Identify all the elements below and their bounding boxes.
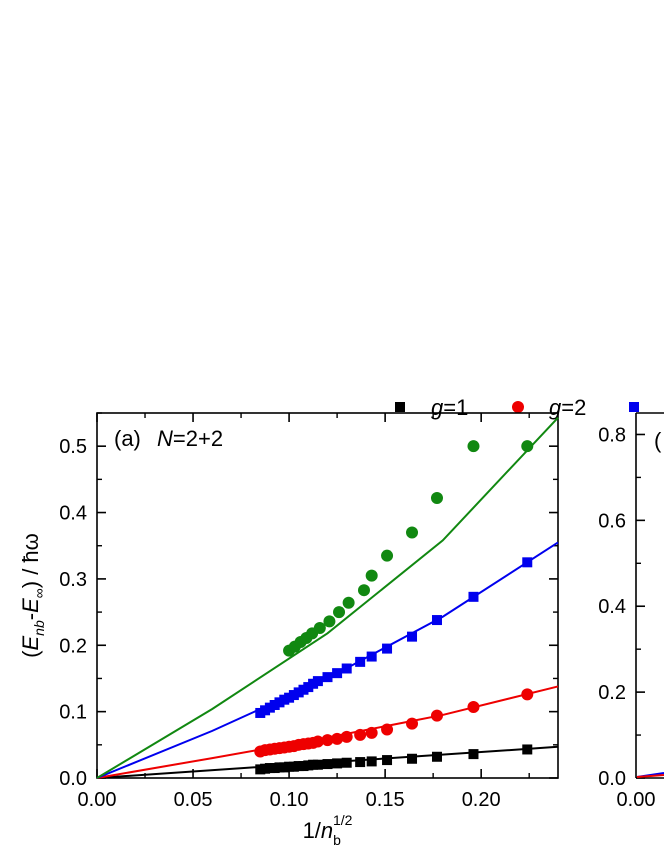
x-label-prefix: 1/ bbox=[303, 818, 322, 843]
panel-b-label: ( bbox=[654, 428, 662, 453]
legend-value: =1 bbox=[443, 395, 468, 420]
x-label-sub: b bbox=[333, 832, 341, 848]
data-point bbox=[354, 728, 367, 741]
data-point bbox=[365, 726, 378, 739]
legend-marker bbox=[512, 401, 524, 413]
x-label-sup: 1/2 bbox=[333, 812, 353, 828]
panel-b-x-tick-label: 0.00 bbox=[617, 789, 656, 811]
y-label-sub2: ∞ bbox=[31, 588, 47, 598]
data-point bbox=[332, 758, 343, 769]
legend-var: g bbox=[549, 395, 562, 420]
panel-label-text: (a) bbox=[114, 426, 141, 451]
x-label-var: n bbox=[321, 818, 333, 843]
data-point bbox=[312, 759, 323, 770]
y-tick-label: 0.4 bbox=[59, 503, 87, 525]
data-point bbox=[430, 491, 443, 504]
data-point bbox=[406, 526, 419, 539]
y-tick-label: 0.1 bbox=[59, 702, 87, 724]
data-point bbox=[340, 730, 353, 743]
data-point bbox=[406, 717, 419, 730]
axis-ticks: 0.00 0.05 0.10 0.15 0.20 0.0 0.1 0.2 0.3 0.4 0.5 bbox=[59, 412, 558, 811]
data-point bbox=[381, 723, 394, 736]
x-tick-label: 0.20 bbox=[462, 789, 501, 811]
data-point bbox=[342, 596, 355, 609]
data-point bbox=[341, 663, 352, 674]
data-point bbox=[313, 622, 326, 635]
legend-label: g=2 bbox=[549, 395, 586, 420]
y-tick-label: 0.3 bbox=[59, 569, 87, 591]
data-point bbox=[468, 591, 479, 602]
y-label-unit: ħω bbox=[18, 533, 43, 562]
data-point bbox=[333, 606, 346, 619]
data-point bbox=[365, 569, 378, 582]
data-point bbox=[312, 676, 323, 687]
panel-title-var: N bbox=[157, 426, 173, 451]
y-label-var2: E bbox=[18, 598, 43, 613]
data-point bbox=[331, 732, 344, 745]
data-point bbox=[522, 557, 533, 568]
data-point bbox=[430, 709, 443, 722]
y-tick-label: 0.2 bbox=[59, 635, 87, 657]
plot-frame bbox=[96, 412, 559, 779]
panel-b-y-tick-label: 0.0 bbox=[598, 768, 626, 790]
y-label-open: ( bbox=[18, 650, 43, 658]
data-point bbox=[407, 753, 418, 764]
data-point bbox=[355, 656, 366, 667]
legend-label: g=1 bbox=[431, 395, 468, 420]
legend: g=1g=2g=3 bbox=[395, 395, 639, 420]
data-point bbox=[311, 735, 324, 748]
data-point bbox=[431, 615, 442, 626]
x-tick-label: 0.05 bbox=[174, 789, 213, 811]
data-point bbox=[468, 749, 479, 760]
y-axis-label: (Enb-E∞) / ħω bbox=[18, 533, 47, 658]
data-point bbox=[323, 615, 336, 628]
data-point bbox=[355, 757, 366, 768]
panel-b-y-tick-label: 0.6 bbox=[598, 510, 626, 532]
x-axis-label: 1/nb 1/2 bbox=[303, 812, 353, 848]
y-label-close: ) / bbox=[18, 563, 43, 589]
data-point bbox=[322, 759, 333, 770]
panel-b-fit-line bbox=[636, 774, 664, 778]
panel-b-y-tick-label: 0.2 bbox=[598, 682, 626, 704]
panel-label: (a) N=2+2 bbox=[114, 426, 223, 451]
data-point bbox=[407, 631, 418, 642]
panel-b: 0.0 0.2 0.4 0.6 0.8 0.00 ( bbox=[598, 412, 664, 811]
data-point bbox=[341, 757, 352, 768]
legend-value: =2 bbox=[561, 395, 586, 420]
y-tick-label: 0.0 bbox=[59, 768, 87, 790]
panel-title-value: =2+2 bbox=[173, 426, 223, 451]
data-points bbox=[254, 440, 534, 775]
x-tick-label: 0.15 bbox=[366, 789, 405, 811]
panel-b-axis-ticks: 0.0 0.2 0.4 0.6 0.8 0.00 bbox=[598, 412, 664, 811]
data-point bbox=[382, 755, 393, 766]
data-point bbox=[431, 751, 442, 762]
y-label-sub1: nb bbox=[31, 620, 47, 636]
data-point bbox=[521, 688, 534, 701]
fit-line bbox=[96, 416, 559, 779]
data-point bbox=[321, 734, 334, 747]
panel-b-y-tick-label: 0.4 bbox=[598, 596, 626, 618]
legend-marker bbox=[395, 402, 405, 412]
data-point bbox=[467, 700, 480, 713]
data-point bbox=[366, 651, 377, 662]
y-label-dash: - bbox=[18, 613, 43, 620]
data-point bbox=[357, 584, 370, 597]
legend-marker bbox=[629, 402, 639, 412]
panel-a: 0.00 0.05 0.10 0.15 0.20 0.0 0.1 0.2 0.3 0.4 0.5 (… bbox=[18, 412, 559, 848]
data-point bbox=[381, 549, 394, 562]
data-point bbox=[382, 643, 393, 654]
x-tick-label: 0.00 bbox=[78, 789, 117, 811]
data-point bbox=[332, 668, 343, 679]
data-point bbox=[467, 440, 480, 453]
data-point bbox=[322, 672, 333, 683]
data-point bbox=[522, 744, 533, 755]
panel-b-y-tick-label: 0.8 bbox=[598, 424, 626, 446]
fit-lines bbox=[96, 416, 559, 779]
y-tick-label: 0.5 bbox=[59, 436, 87, 458]
x-tick-label: 0.10 bbox=[270, 789, 309, 811]
data-point bbox=[366, 756, 377, 767]
y-label-var1: E bbox=[18, 636, 43, 651]
data-point bbox=[521, 440, 534, 453]
